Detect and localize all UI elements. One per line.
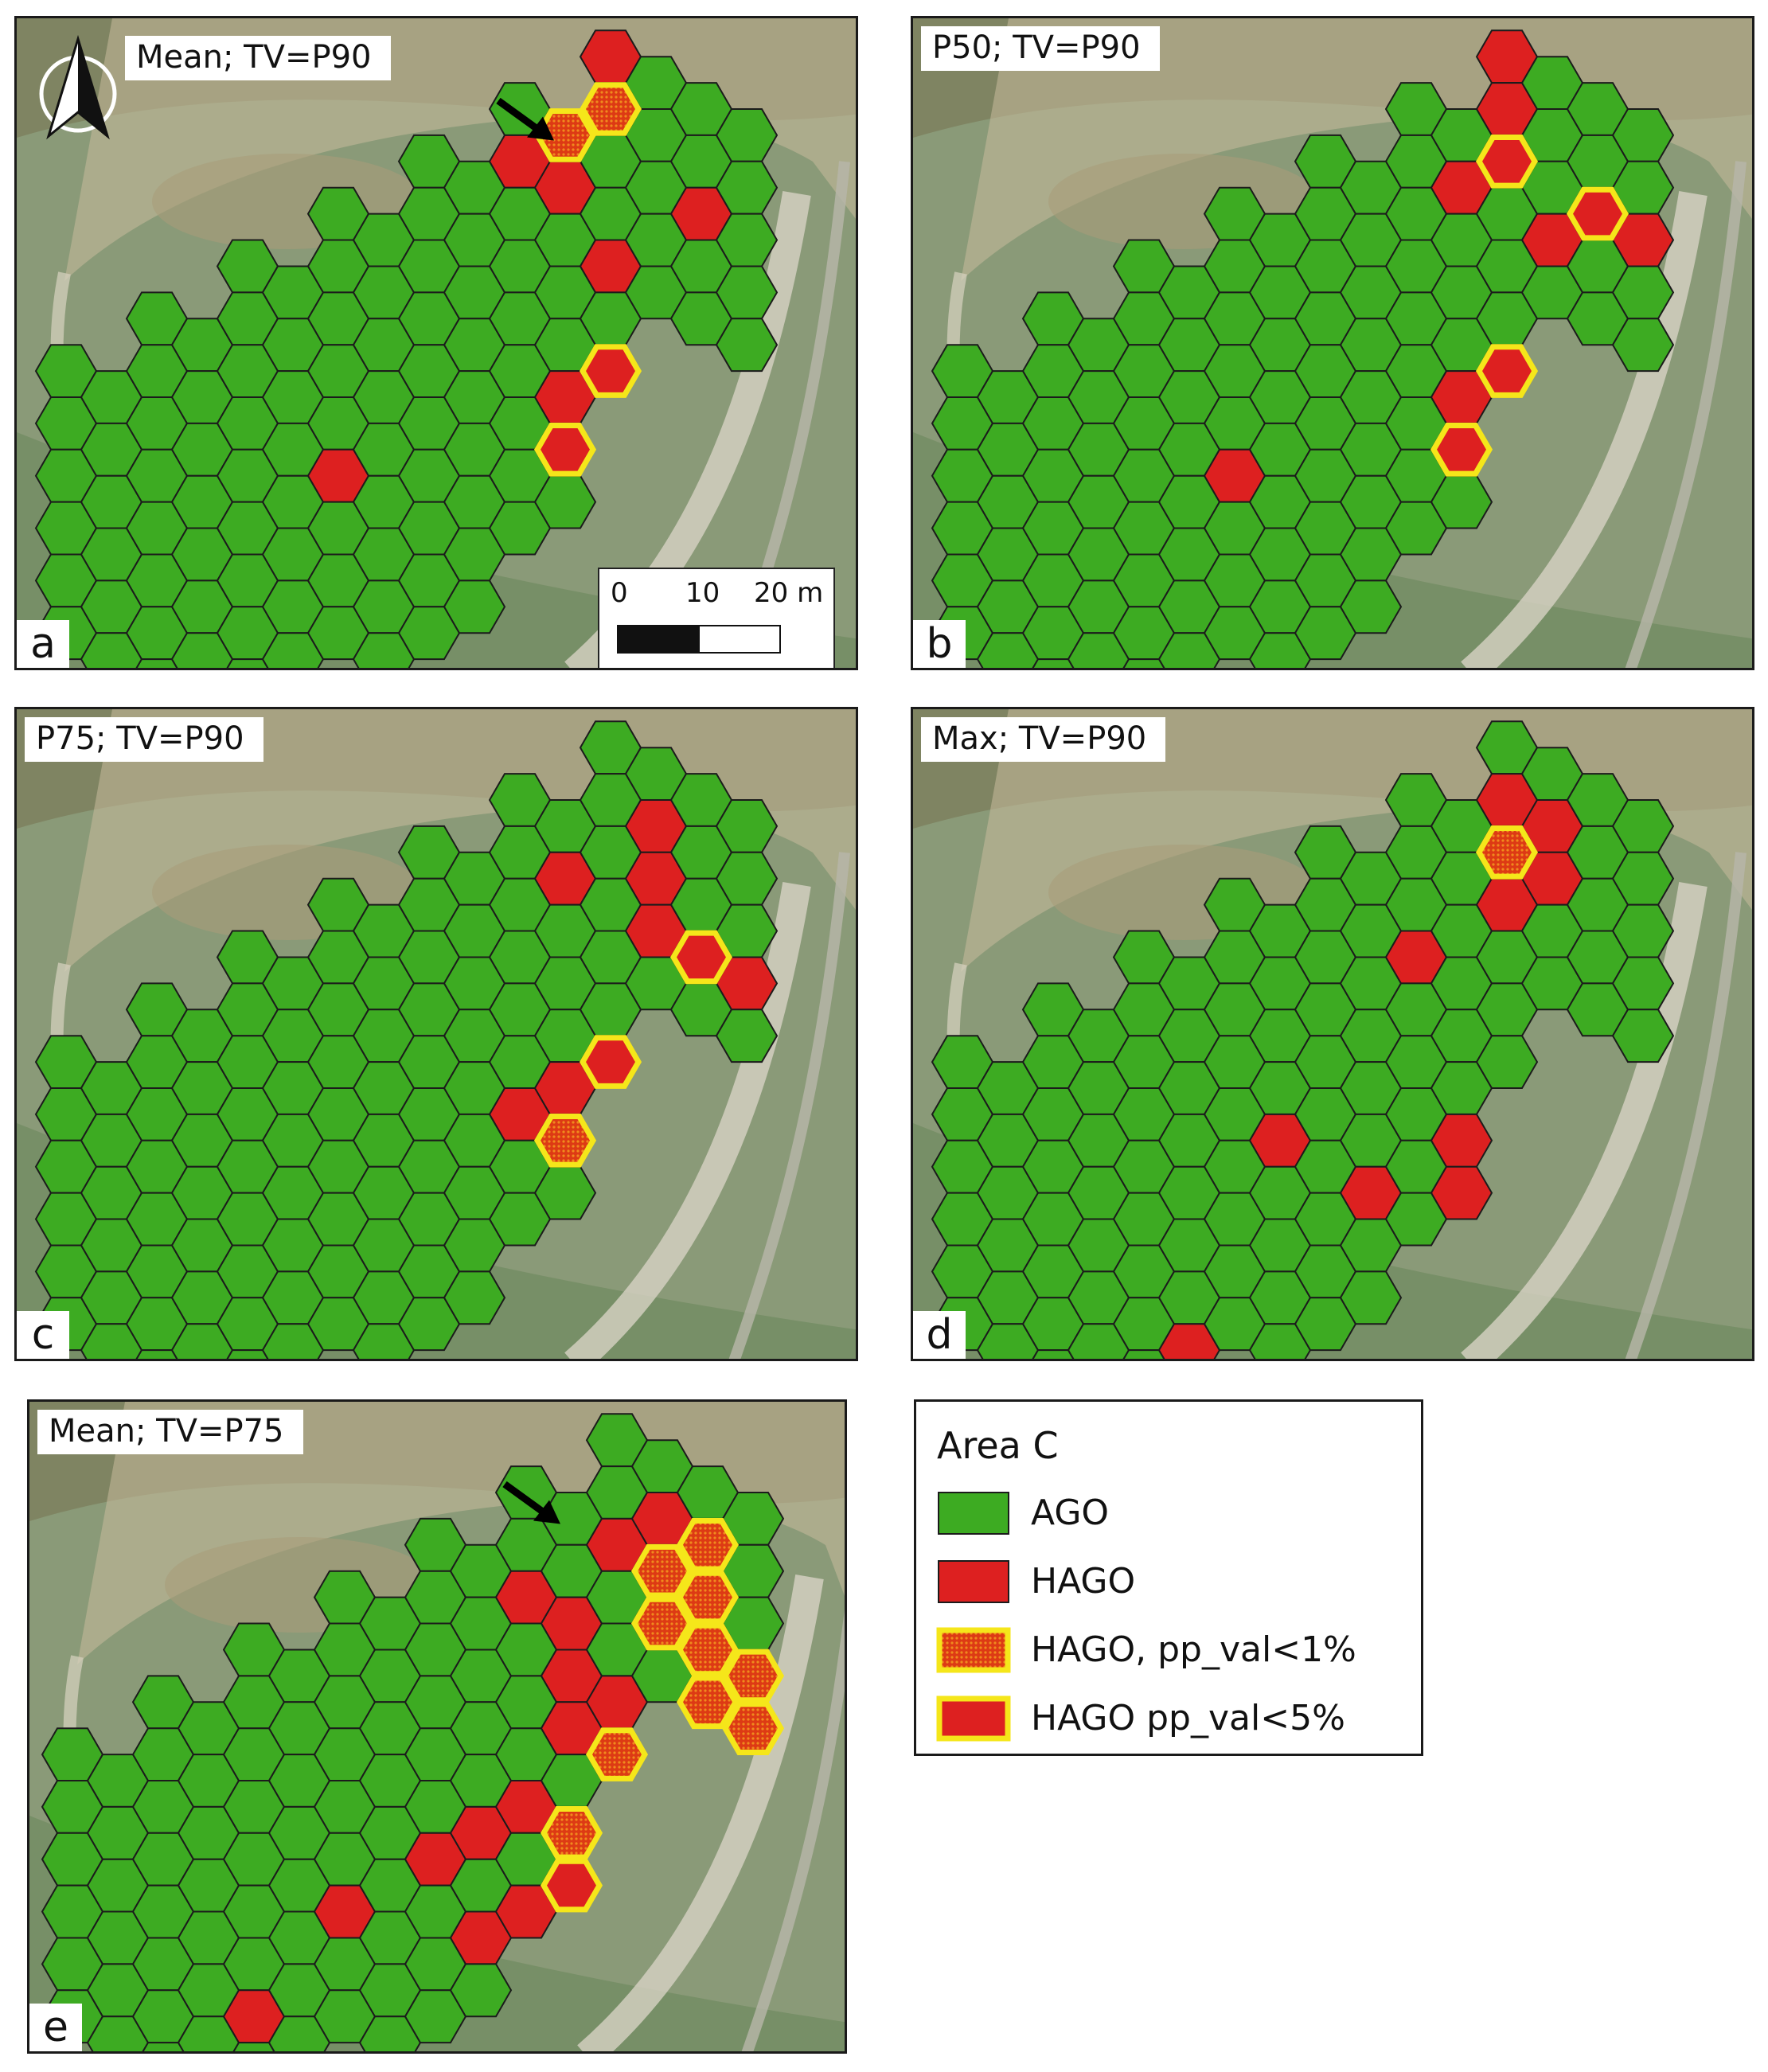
legend-title: Area C <box>937 1424 1059 1467</box>
map-panel-d: Max; TV=P90 d <box>911 707 1754 1361</box>
legend-item-ago: AGO <box>935 1488 1413 1539</box>
annotation-arrow-icon <box>496 97 554 141</box>
panel-title-b: P50; TV=P90 <box>921 26 1160 71</box>
hex-cell-hago-p1 <box>676 1570 740 1625</box>
hex-cell-hago-p1 <box>721 1701 785 1755</box>
hex-cell-ago <box>715 1009 779 1063</box>
map-panel-e: Mean; TV=P75 e <box>27 1399 847 2054</box>
hex-cell-ago <box>1339 579 1403 634</box>
hex-cell-hago-p5 <box>1475 135 1539 189</box>
panel-letter-b: b <box>913 620 966 668</box>
scale-bar-black <box>617 625 700 654</box>
hex-grid <box>34 720 779 1359</box>
hex-cell-hago-p5 <box>540 1858 603 1913</box>
hex-cell-hago-p1 <box>721 1649 785 1703</box>
hex-cell-hago <box>1430 1165 1493 1220</box>
hex-cell-hago-p1 <box>540 1806 603 1860</box>
annotation-arrow-icon <box>502 1481 560 1524</box>
panel-letter-a: a <box>17 620 69 668</box>
panel-title-d: Max; TV=P90 <box>921 717 1166 762</box>
scale-bar: 0 10 20 m <box>598 568 835 668</box>
legend-label-hago: HAGO <box>1031 1561 1136 1602</box>
hex-cell-hago-p5 <box>1475 344 1539 398</box>
hex-cell-hago-p1 <box>676 1675 740 1730</box>
hex-cell-hago-p5 <box>533 423 597 477</box>
panel-title-e: Mean; TV=P75 <box>37 1410 303 1454</box>
map-canvas-e <box>29 1402 845 2051</box>
hex-cell-hago-p5 <box>579 344 642 398</box>
hex-cell-hago-p1 <box>579 82 642 136</box>
hex-cell-hago-p1 <box>585 1727 649 1781</box>
hex-cell-hago-p1 <box>630 1596 694 1651</box>
legend-label-hago-p1: HAGO, pp_val<1% <box>1031 1629 1356 1670</box>
hex-cell-ago <box>443 1270 506 1325</box>
panel-letter-c: c <box>17 1311 69 1359</box>
hex-cell-hago-p1 <box>676 1518 740 1572</box>
scale-bar-white <box>698 625 781 654</box>
hex-cell-ago <box>1611 1009 1675 1063</box>
hex-cell-hago-p1 <box>1475 825 1539 880</box>
map-panel-c: P75; TV=P90 c <box>14 707 858 1361</box>
panel-title-a: Mean; TV=P90 <box>125 36 391 80</box>
legend: Area C AGO HAGO HAGO, pp_val<1% HAGO pp_… <box>914 1399 1423 1756</box>
hex-grid <box>34 29 779 668</box>
hex-cell-hago-p1 <box>676 1622 740 1677</box>
hex-grid <box>41 1413 785 2051</box>
hex-cell-hago-p1 <box>533 1114 597 1168</box>
hex-cell-ago <box>1339 1270 1403 1325</box>
hex-cell-ago <box>443 579 506 634</box>
map-panel-a: Mean; TV=P90 0 10 20 m a <box>14 16 858 670</box>
scale-tick-10: 10 <box>685 577 720 609</box>
hex-grid <box>931 720 1675 1359</box>
hex-cell-ago <box>1611 318 1675 373</box>
legend-item-hago-p5: HAGO pp_val<5% <box>935 1693 1413 1744</box>
hex-cell-hago-p5 <box>1430 423 1493 477</box>
hex-cell-hago-p5 <box>1566 186 1629 241</box>
scale-tick-20: 20 m <box>754 577 824 609</box>
map-panel-b: P50; TV=P90 b <box>911 16 1754 670</box>
scale-tick-0: 0 <box>611 577 628 609</box>
panel-letter-e: e <box>29 2004 82 2051</box>
panel-letter-d: d <box>913 1311 966 1359</box>
hex-grid <box>931 29 1675 668</box>
legend-item-hago-p1: HAGO, pp_val<1% <box>935 1625 1413 1676</box>
legend-item-hago: HAGO <box>935 1556 1413 1607</box>
hex-cell-hago-p1 <box>630 1543 694 1598</box>
map-canvas-d <box>913 709 1752 1359</box>
panel-title-c: P75; TV=P90 <box>25 717 263 762</box>
legend-label-ago: AGO <box>1031 1493 1110 1533</box>
hex-cell-ago <box>1475 1035 1539 1089</box>
hex-cell-hago-p5 <box>669 930 733 985</box>
hex-cell-hago-p5 <box>579 1035 642 1089</box>
legend-label-hago-p5: HAGO pp_val<5% <box>1031 1698 1345 1738</box>
map-canvas-b <box>913 18 1752 668</box>
map-canvas-c <box>17 709 856 1359</box>
hex-cell-ago <box>715 318 779 373</box>
hex-cell-ago <box>449 1963 513 2018</box>
